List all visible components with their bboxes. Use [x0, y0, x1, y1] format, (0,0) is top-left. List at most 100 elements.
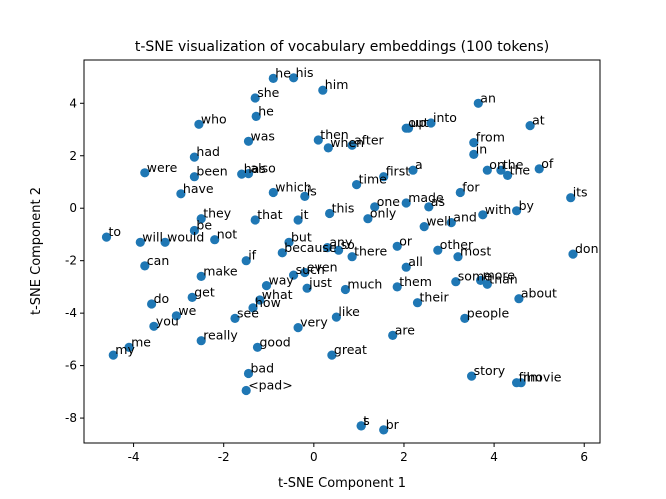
data-point [160, 237, 170, 247]
data-point [194, 119, 204, 129]
data-point [313, 135, 323, 145]
data-point-label: how [255, 295, 281, 310]
data-point-label: him [325, 77, 349, 92]
data-point-label: very [300, 315, 328, 330]
data-point-label: which [275, 180, 311, 195]
data-point [187, 292, 197, 302]
data-point [101, 232, 112, 242]
data-point-label: have [183, 181, 214, 196]
data-point [467, 371, 477, 381]
data-point-label: about [521, 286, 557, 301]
x-tick-label: 4 [490, 450, 498, 464]
data-point [325, 208, 335, 219]
data-point-label: the [503, 157, 524, 172]
data-point [140, 261, 150, 271]
data-point-label: has [244, 161, 266, 176]
data-point [189, 225, 199, 236]
data-point-label: can [147, 253, 169, 268]
data-point [347, 252, 357, 262]
data-point-label: were [147, 160, 178, 175]
x-axis-ticks: -4 -2 0 2 4 6 [128, 443, 588, 464]
data-point-label: at [532, 113, 545, 128]
data-point [403, 123, 414, 133]
data-point-label: she [257, 85, 279, 100]
y-tick-label: -8 [65, 411, 77, 425]
data-point-label: don [575, 241, 599, 256]
y-tick-label: -6 [65, 359, 77, 373]
data-point [566, 193, 576, 203]
data-point [327, 350, 337, 360]
data-point-label: by [519, 198, 535, 213]
data-point-label: much [347, 277, 382, 292]
data-point-label: see [237, 305, 259, 320]
axes-frame [83, 59, 601, 444]
y-tick-label: 2 [69, 149, 77, 163]
data-point [469, 149, 479, 159]
data-point-label: will [142, 229, 163, 244]
data-point [392, 241, 402, 251]
x-tick-label: 6 [580, 450, 588, 464]
data-point-label: it [300, 207, 308, 222]
data-point [419, 222, 429, 232]
data-point-label: be [196, 218, 212, 233]
data-point-label: this [332, 201, 355, 216]
data-point [135, 237, 145, 247]
data-point-label: for [462, 180, 480, 195]
data-point-label: up [411, 115, 427, 130]
data-point [189, 172, 199, 182]
data-point [352, 180, 362, 190]
data-point [347, 140, 357, 150]
data-point [392, 282, 402, 292]
data-point [476, 275, 486, 285]
y-axis-label: t-SNE Component 2 [29, 187, 44, 315]
data-point [289, 270, 299, 280]
data-point [568, 249, 578, 259]
data-point [401, 262, 411, 272]
data-point-label: like [338, 304, 360, 319]
data-point-label: of [541, 156, 554, 171]
data-point [241, 256, 251, 266]
data-point-label: their [420, 290, 450, 305]
data-point-label: time [359, 172, 388, 187]
data-point [401, 198, 411, 208]
data-point-label: had [196, 144, 220, 159]
data-point-label: way [269, 273, 295, 288]
data-point [433, 245, 443, 255]
data-point [379, 425, 389, 435]
data-point [424, 202, 434, 212]
data-point-label: would [167, 229, 204, 244]
data-point-label: film [519, 370, 543, 385]
data-point-label: because [284, 240, 337, 255]
data-point-label: so [341, 237, 355, 252]
data-point [370, 202, 380, 212]
data-point-label: its [573, 185, 588, 200]
data-point-label: you [156, 313, 179, 328]
data-point [277, 248, 287, 258]
data-point [147, 299, 157, 309]
data-point [210, 235, 220, 245]
data-point [323, 143, 333, 153]
data-point [331, 312, 341, 322]
data-point [426, 118, 436, 128]
data-point [496, 165, 506, 175]
data-point-label: story [474, 363, 506, 378]
data-point-label: there [354, 244, 387, 259]
data-point [503, 170, 513, 180]
data-point [388, 330, 398, 340]
data-point [482, 279, 492, 289]
data-point [284, 237, 294, 247]
data-point-label: br [386, 417, 400, 432]
data-point-label: out [408, 115, 429, 130]
data-point-label: been [196, 164, 227, 179]
data-point-label: into [433, 110, 457, 125]
data-point-label: movie [523, 370, 562, 385]
data-point [252, 342, 263, 352]
data-point [379, 172, 389, 182]
data-point [363, 214, 373, 224]
data-point [322, 243, 332, 253]
data-point-label: that [257, 207, 282, 222]
data-point-label: with [485, 202, 512, 217]
data-point-label: a [415, 157, 423, 172]
data-point [243, 136, 254, 146]
data-point-label: on [489, 157, 505, 172]
